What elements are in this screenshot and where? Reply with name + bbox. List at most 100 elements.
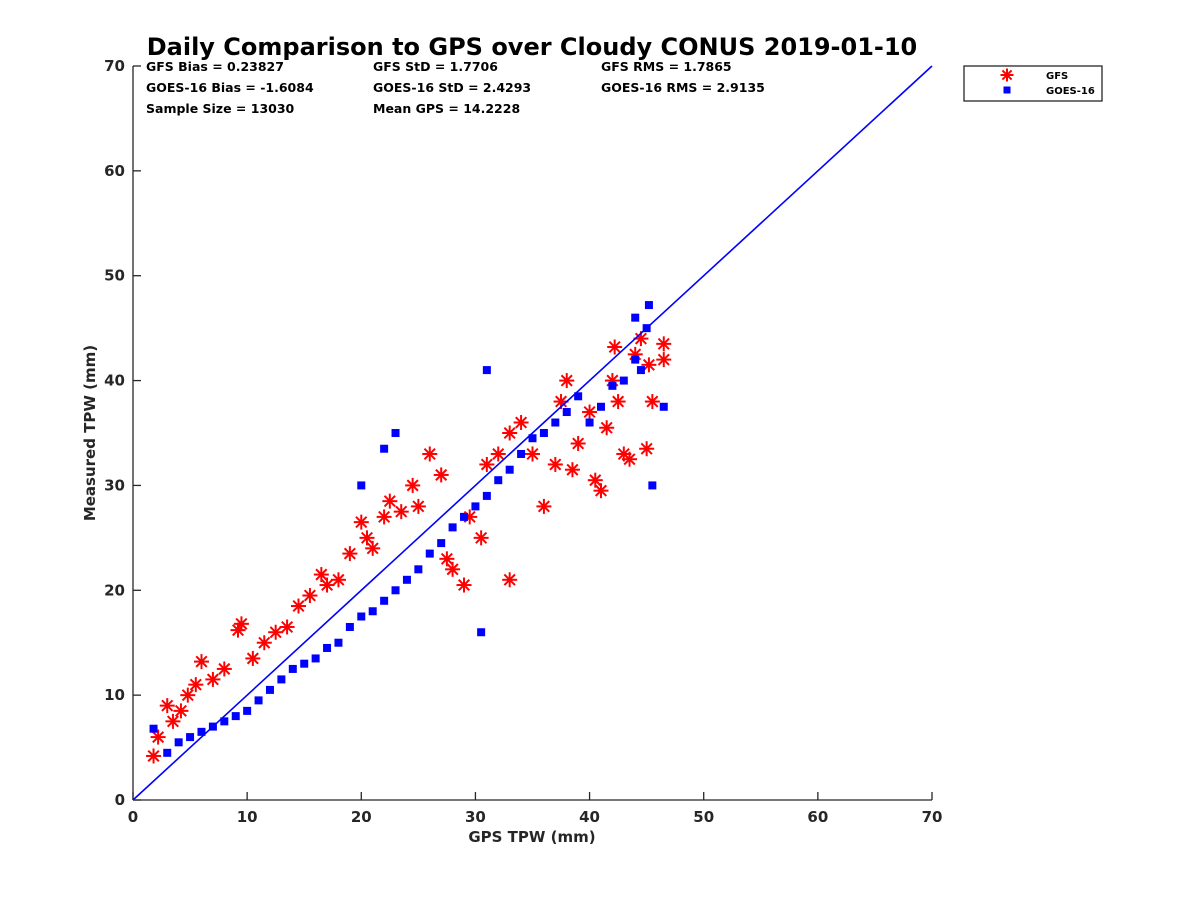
goes16-point (631, 355, 640, 364)
stat-gfs-rms: GFS RMS = 1.7865 (601, 59, 732, 74)
goes16-point (644, 301, 653, 310)
gfs-point (490, 446, 506, 462)
legend-gfs-marker (1000, 68, 1014, 82)
goes16-point (334, 638, 343, 647)
goes16-point (619, 376, 628, 385)
gfs-point (656, 336, 672, 352)
gfs-point (502, 572, 518, 588)
gfs-point (319, 577, 335, 593)
gfs-point (473, 530, 489, 546)
stat-goes-bias: GOES-16 Bias = -1.6084 (146, 80, 314, 95)
x-tick-label: 50 (693, 808, 714, 826)
goes16-point (659, 402, 668, 411)
goes16-point (648, 481, 657, 490)
y-tick-label: 60 (104, 162, 125, 180)
y-tick-label: 70 (104, 57, 125, 75)
gfs-point (291, 598, 307, 614)
y-tick-label: 30 (104, 476, 125, 494)
gfs-point (536, 498, 552, 514)
gfs-point (439, 551, 455, 567)
legend-goes16-marker (1003, 86, 1011, 94)
y-tick-label: 0 (115, 791, 125, 809)
goes16-point (288, 664, 297, 673)
gfs-point (216, 661, 232, 677)
goes16-point (562, 408, 571, 417)
goes16-point (460, 512, 469, 521)
gfs-point (639, 441, 655, 457)
goes16-point (608, 381, 617, 390)
gfs-point (256, 635, 272, 651)
legend-gfs-asterisk (1000, 68, 1014, 82)
gfs-point (146, 748, 162, 764)
goes16-series (149, 301, 668, 757)
gfs-point (382, 493, 398, 509)
gfs-point (456, 577, 472, 593)
stat-gfs-bias: GFS Bias = 0.23827 (146, 59, 284, 74)
gfs-point (564, 462, 580, 478)
gfs-point (622, 451, 638, 467)
goes16-point (243, 706, 252, 715)
gfs-point (644, 394, 660, 410)
stat-goes-rms: GOES-16 RMS = 2.9135 (601, 80, 765, 95)
gfs-point (180, 687, 196, 703)
gfs-point (445, 561, 461, 577)
goes16-point (636, 366, 645, 375)
stat-goes-std: GOES-16 StD = 2.4293 (373, 80, 531, 95)
y-tick-label: 20 (104, 581, 125, 599)
gfs-point (165, 713, 181, 729)
goes16-point (596, 402, 605, 411)
x-tick-label: 10 (237, 808, 258, 826)
goes16-point (174, 738, 183, 747)
gfs-point (479, 456, 495, 472)
gfs-series (146, 331, 672, 764)
goes16-point (391, 429, 400, 437)
gfs-point (582, 404, 598, 420)
gfs-point (405, 477, 421, 493)
gfs-point (245, 650, 261, 666)
legend-goes16-square (1003, 86, 1011, 94)
x-tick-label: 30 (465, 808, 486, 826)
y-tick-label: 10 (104, 686, 125, 704)
gfs-point (230, 622, 246, 638)
y-tick-label: 40 (104, 372, 125, 390)
legend-box (963, 65, 1103, 102)
gfs-point (359, 530, 375, 546)
gfs-point (502, 425, 518, 441)
goes16-point (414, 565, 423, 574)
legend-goes16-label: GOES-16 (1046, 86, 1095, 97)
gfs-point (313, 567, 329, 583)
x-tick-label: 60 (807, 808, 828, 826)
gfs-point (610, 394, 626, 410)
goes16-point (265, 685, 274, 694)
gfs-point (593, 483, 609, 499)
gfs-point (410, 498, 426, 514)
gfs-point (365, 540, 381, 556)
x-tick-label: 0 (128, 808, 138, 826)
goes16-point (277, 675, 286, 684)
stat-gfs-std: GFS StD = 1.7706 (373, 59, 498, 74)
y-tick-label: 50 (104, 267, 125, 285)
goes16-point (149, 724, 158, 733)
goes16-point (163, 748, 172, 757)
goes16-point (380, 596, 389, 605)
goes16-point (380, 444, 389, 453)
chart-title: Daily Comparison to GPS over Cloudy CONU… (147, 33, 918, 61)
x-axis-label: GPS TPW (mm) (468, 828, 595, 846)
gfs-point (193, 654, 209, 670)
goes16-point (402, 575, 411, 584)
goes16-point (448, 523, 457, 532)
stats-block: GFS Bias = 0.23827 GFS StD = 1.7706 GFS … (146, 59, 765, 116)
goes16-point (311, 654, 320, 663)
gfs-point (268, 624, 284, 640)
gfs-point (188, 677, 204, 693)
goes16-point (437, 539, 446, 548)
goes16-point (357, 481, 366, 490)
gfs-point (302, 588, 318, 604)
goes16-point (391, 586, 400, 595)
gfs-point (570, 435, 586, 451)
axes (132, 66, 932, 801)
one-to-one-line (132, 65, 933, 801)
gfs-point (376, 509, 392, 525)
goes16-point (471, 502, 480, 511)
